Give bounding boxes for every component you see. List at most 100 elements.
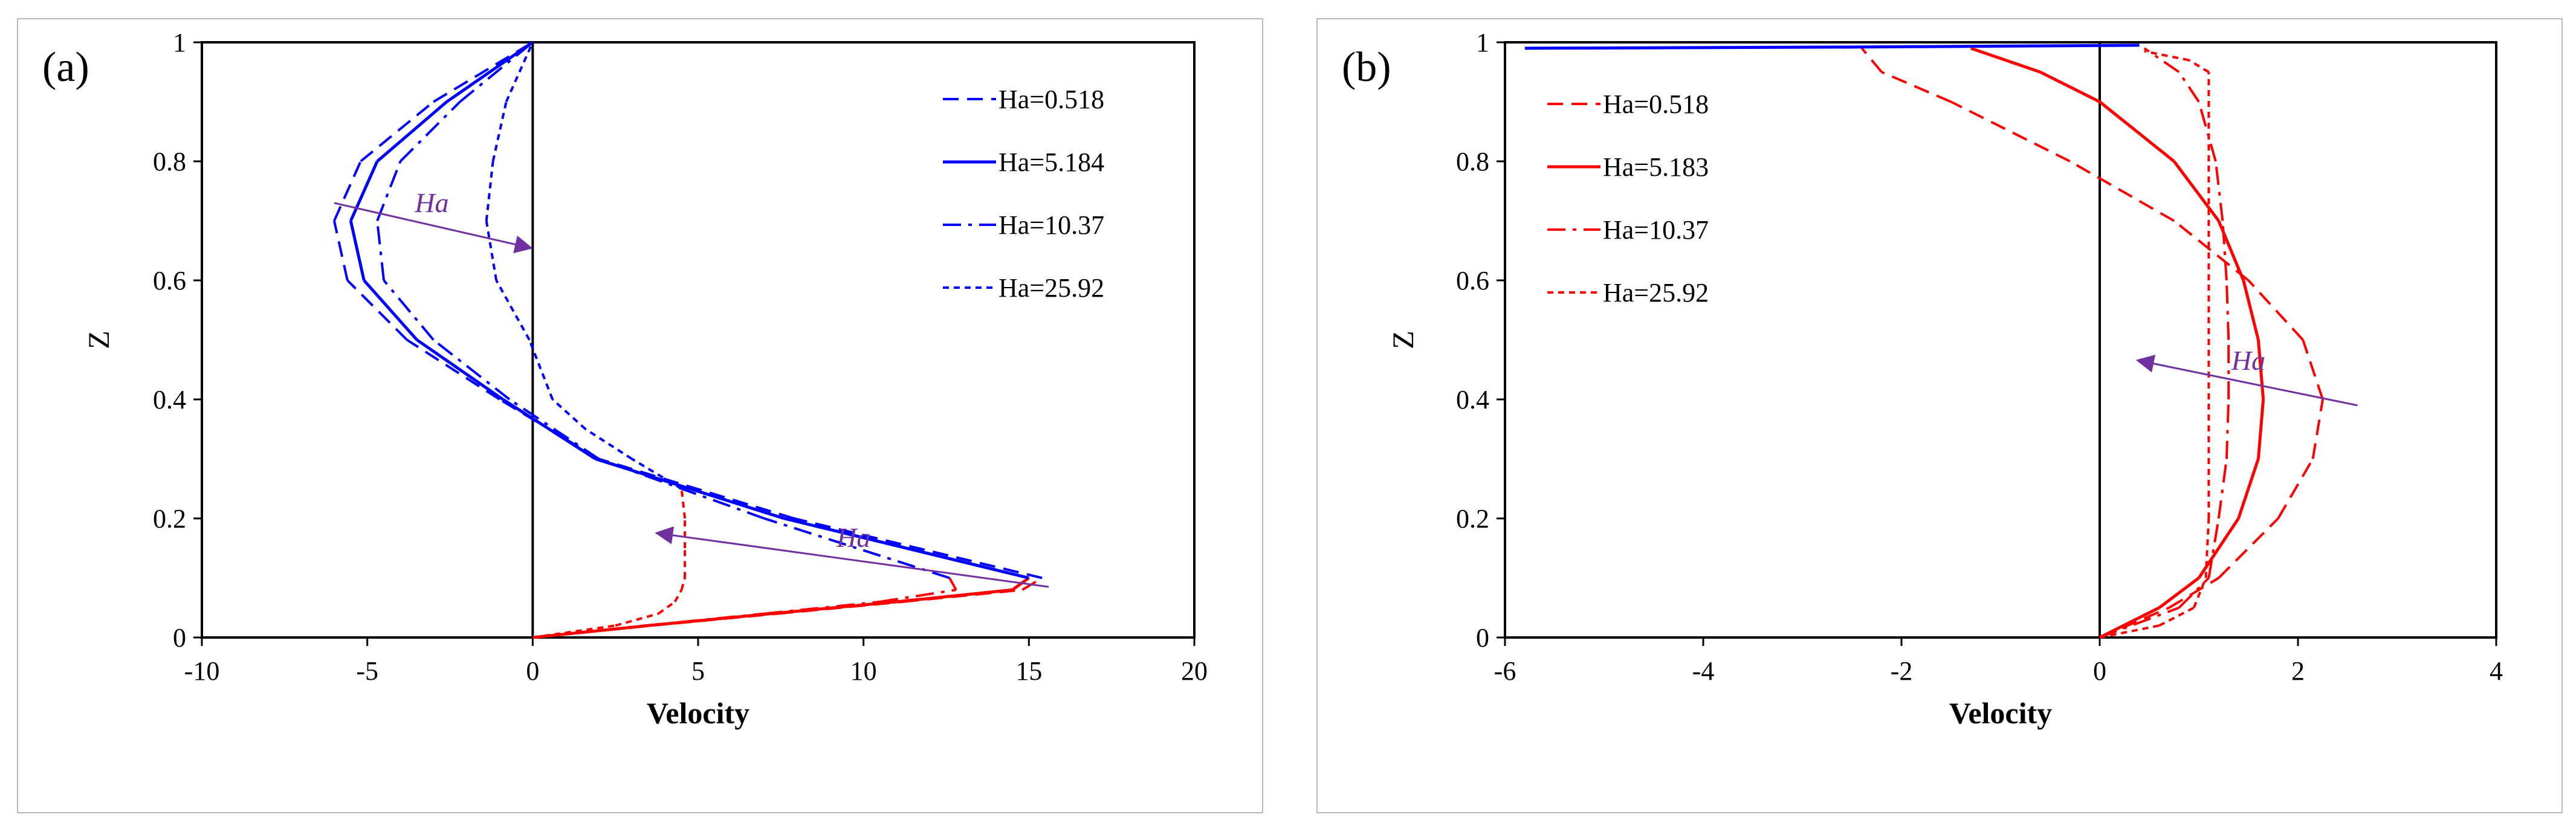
data-segment: [416, 338, 504, 401]
legend-label: Ha=10.37: [1603, 215, 1709, 245]
data-segment: [2225, 280, 2230, 340]
data-segment: [2277, 458, 2314, 520]
x-tick-label: -2: [1891, 656, 1913, 686]
data-segment: [1860, 47, 1883, 73]
x-tick-label: 0: [2093, 656, 2106, 686]
legend-label: Ha=0.518: [998, 85, 1104, 114]
data-segment: [645, 612, 765, 627]
data-segment: [2221, 221, 2228, 281]
x-tick-label: 2: [2291, 656, 2305, 686]
data-segment: [2069, 160, 2175, 222]
legend-label: Ha=5.183: [1603, 152, 1709, 182]
data-segment: [2178, 577, 2210, 609]
data-segment: [346, 279, 408, 341]
data-segment: [508, 398, 600, 460]
series-ha-10-37: [376, 41, 957, 639]
data-segment: [2237, 458, 2260, 519]
data-segment: [376, 100, 448, 163]
data-segment: [2311, 399, 2324, 459]
data-segment: [1950, 100, 2071, 163]
data-segment: [532, 624, 649, 639]
y-tick-label: 1: [1476, 28, 1489, 57]
y-axis-title: Z: [82, 331, 115, 349]
data-segment: [948, 577, 957, 591]
legend-label: Ha=25.92: [998, 273, 1104, 303]
x-tick-label: 4: [2490, 656, 2503, 686]
y-tick-label: 0.4: [153, 385, 186, 415]
x-tick-label: -6: [1494, 656, 1516, 686]
data-segment: [433, 41, 534, 103]
x-axis-title: Velocity: [647, 696, 749, 730]
data-segment: [1881, 71, 1952, 103]
chart-a-svg: 0 0.2 0.4 0.6 0.8 1 -10 -5 0 5 10 15 20 Velocity Z Ha=0…: [82, 28, 1208, 730]
data-segment: [2247, 279, 2304, 341]
legend-label: Ha=10.37: [998, 210, 1104, 240]
data-segment: [2192, 577, 2207, 608]
y-tick-label: 0.8: [153, 147, 186, 176]
series-ha-25-92: [2099, 50, 2210, 639]
data-segment: [658, 601, 676, 615]
data-segment: [615, 612, 659, 627]
data-segment: [584, 428, 633, 460]
data-segment: [2188, 59, 2210, 73]
data-segment: [879, 589, 957, 603]
data-segment: [1524, 45, 1853, 50]
data-segment: [2178, 71, 2200, 103]
data-segment: [794, 517, 1043, 579]
y-tick-label: 0: [1476, 623, 1489, 653]
data-segment: [2039, 71, 2101, 103]
chart-panel-b: (b) 0 0.2 0.4 0.6 0.8 1 -6 -4 -2 0 2 4 Velocity Z Ha=0…: [1316, 18, 2563, 813]
series-blue: [1524, 44, 2140, 50]
plot-area: [1504, 41, 2497, 639]
data-segment: [2225, 399, 2230, 459]
data-segment: [332, 221, 349, 281]
x-tick-label: 15: [1015, 656, 1042, 686]
y-tick-label: 0.4: [1456, 385, 1489, 415]
data-segment: [2242, 280, 2260, 341]
x-tick-label: 20: [1181, 656, 1208, 686]
data-segment: [2173, 219, 2250, 282]
y-tick-label: 0.2: [153, 504, 186, 534]
data-segment: [680, 488, 687, 519]
annotation-label: Ha: [836, 522, 870, 553]
data-segment: [363, 279, 418, 341]
annotation-arrow: [334, 202, 533, 254]
data-segment: [631, 457, 682, 490]
series-ha-25-92: [485, 42, 687, 639]
legend-label: Ha=25.92: [1603, 278, 1709, 308]
data-segment: [2218, 517, 2279, 579]
x-tick-label: 10: [850, 656, 877, 686]
y-tick-label: 0: [173, 623, 186, 653]
series-group: [332, 41, 1043, 639]
data-segment: [349, 160, 379, 222]
data-segment: [2143, 47, 2180, 73]
x-tick-label: -5: [356, 656, 378, 686]
data-segment: [495, 280, 531, 341]
data-segment: [383, 279, 435, 341]
data-segment: [399, 101, 461, 163]
series-group: [1524, 44, 2324, 639]
data-segment: [783, 517, 1029, 579]
data-segment: [551, 398, 587, 430]
data-segment: [2158, 576, 2200, 609]
data-segment: [445, 41, 534, 103]
annotation-arrow: [655, 526, 1049, 588]
series-ha-0-518: [1860, 47, 2324, 639]
data-segment: [673, 589, 683, 602]
data-segment: [459, 41, 534, 103]
data-segment: [2198, 101, 2217, 162]
data-segment: [2256, 340, 2265, 400]
legend-label: Ha=0.518: [1603, 89, 1709, 119]
chart-b-svg: 0 0.2 0.4 0.6 0.8 1 -6 -4 -2 0 2 4 Velocity Z Ha=0.518…: [1386, 28, 2503, 730]
x-tick-label: 5: [691, 656, 705, 686]
series-ha-10-37: [2099, 47, 2230, 639]
data-segment: [2099, 100, 2175, 163]
data-segment: [763, 517, 950, 579]
annotation-label: Ha: [2231, 345, 2265, 376]
data-segment: [2302, 339, 2324, 400]
legend-label: Ha=5.184: [998, 147, 1104, 177]
data-segment: [680, 577, 687, 590]
data-segment: [1970, 47, 2041, 74]
x-tick-label: -10: [184, 656, 220, 686]
data-segment: [360, 100, 435, 163]
